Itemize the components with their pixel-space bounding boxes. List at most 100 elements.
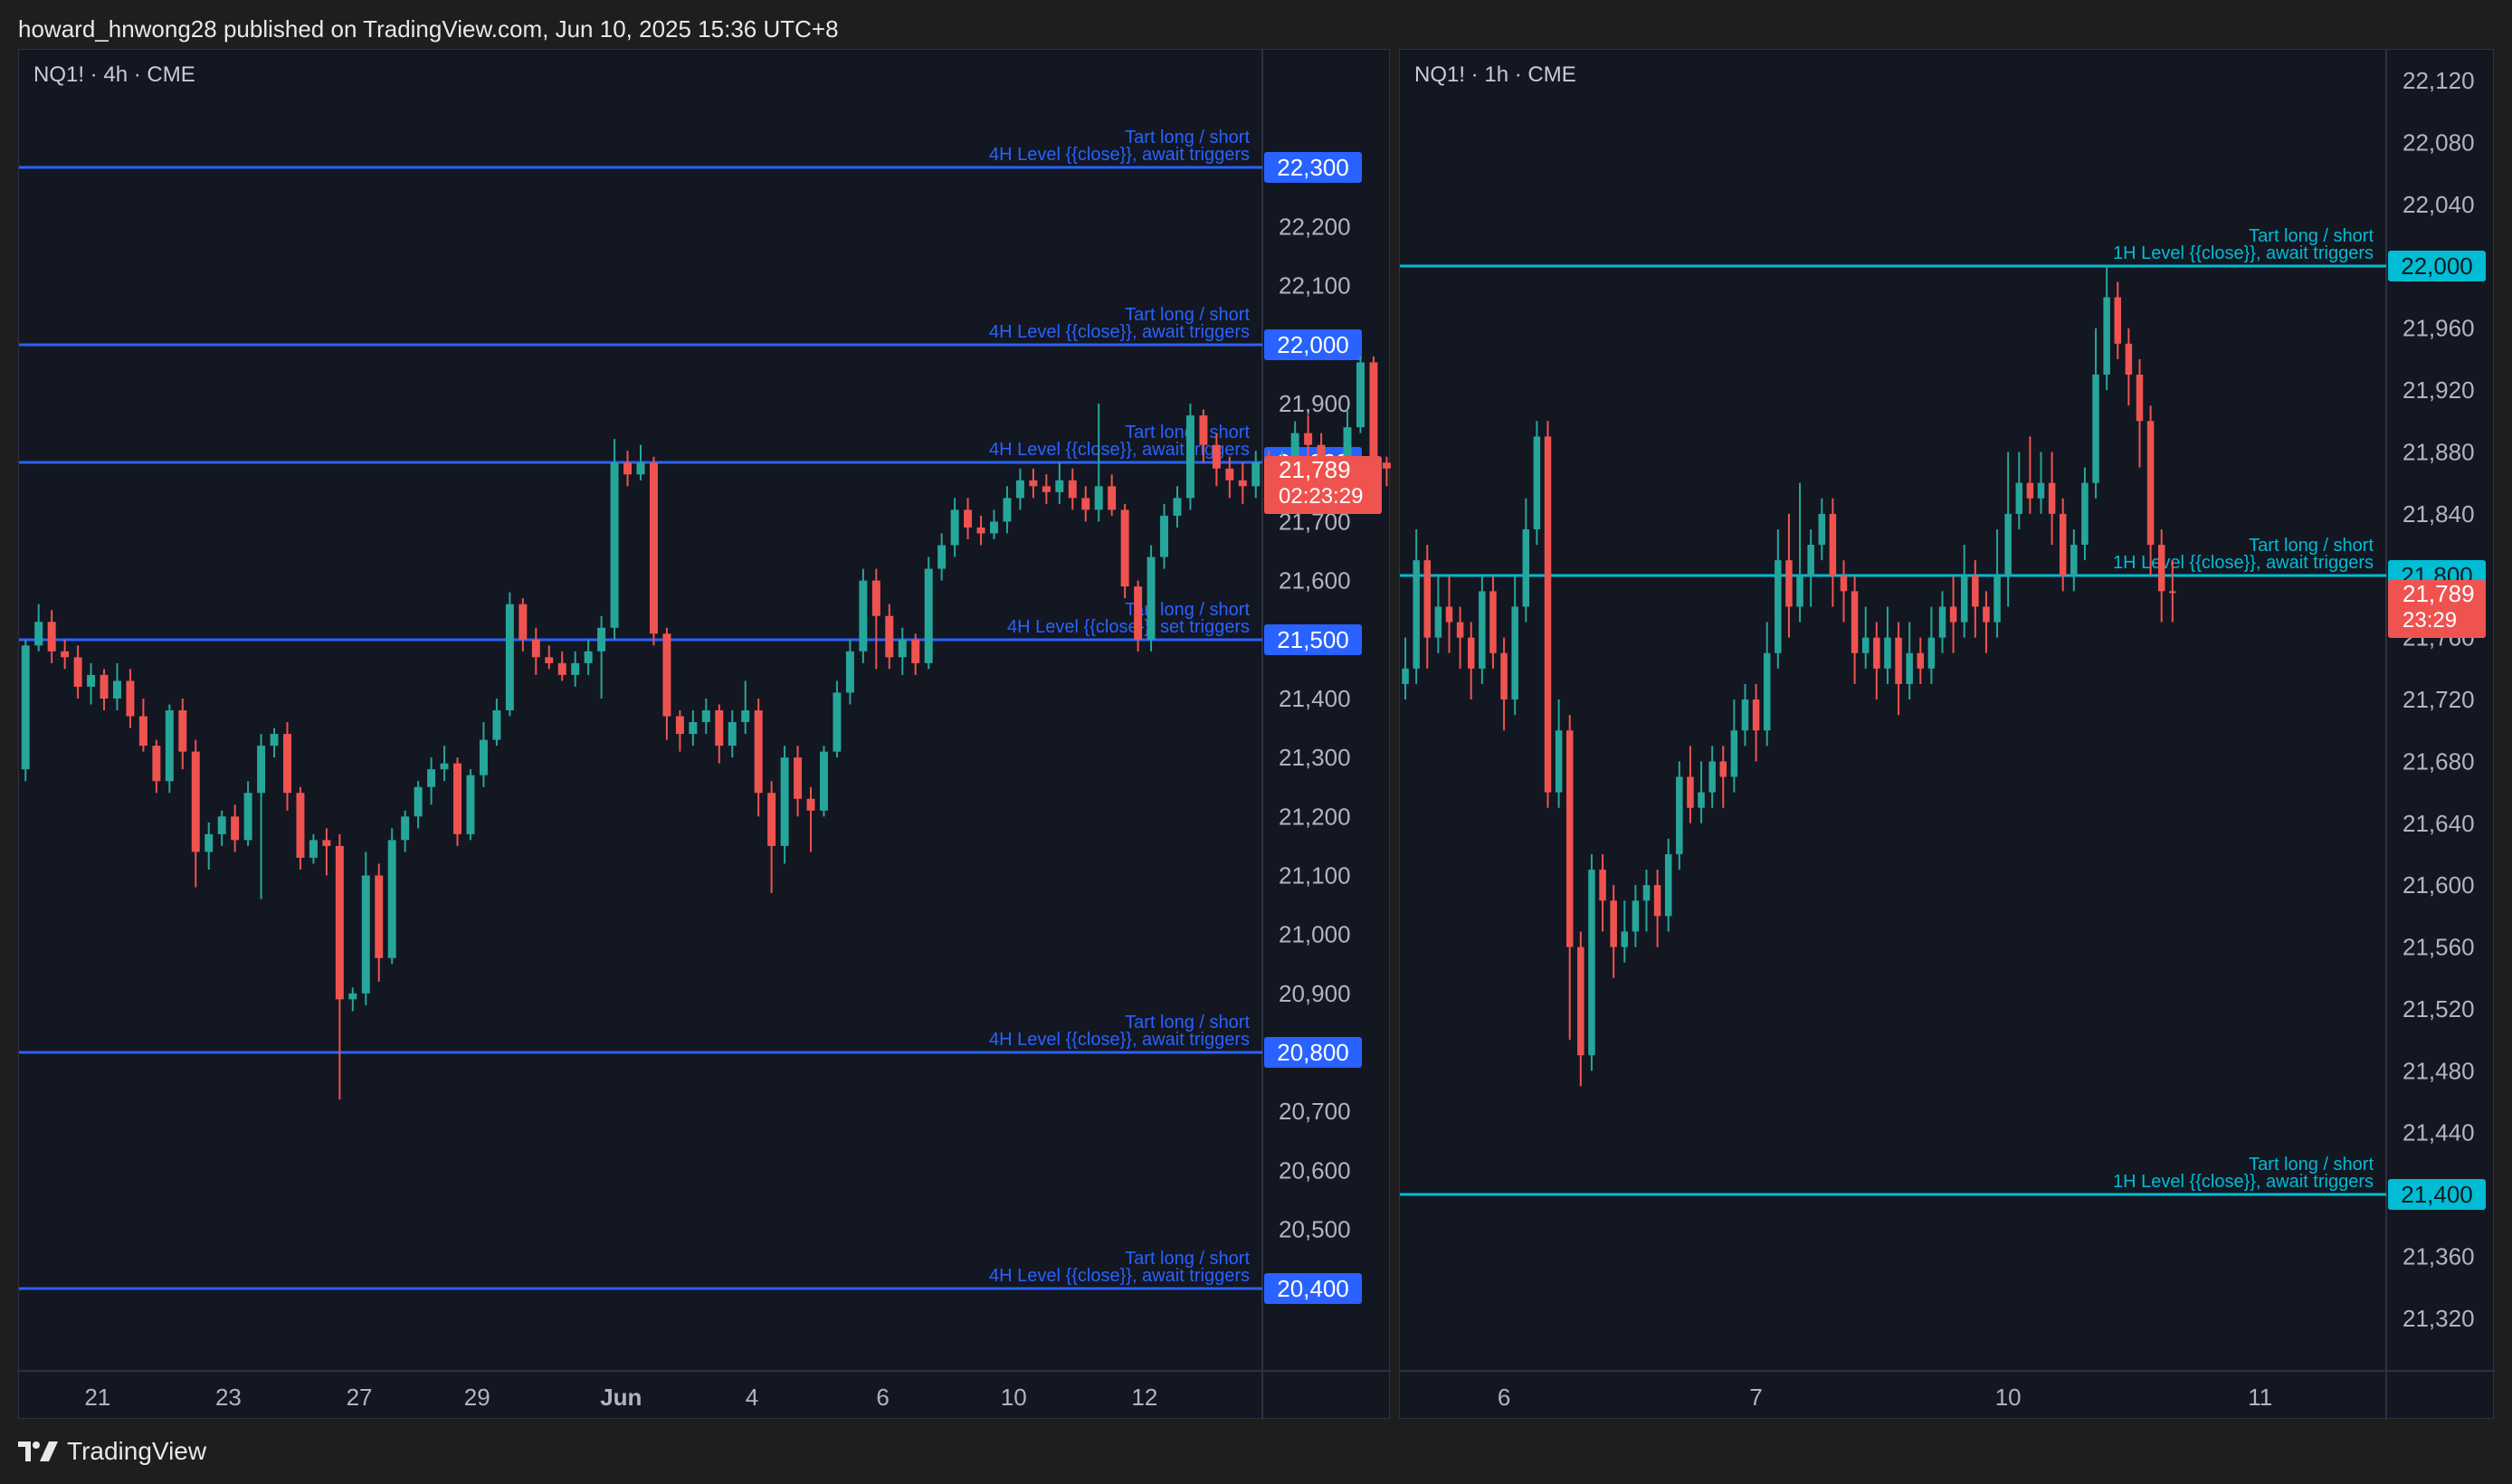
candle-body <box>322 840 331 846</box>
candle-body <box>1565 730 1574 947</box>
candle-body <box>414 786 423 817</box>
candle-body <box>1225 468 1234 480</box>
candle-body <box>833 692 842 752</box>
candle-body <box>2103 297 2110 376</box>
candle-body <box>1741 699 1749 731</box>
candle-body <box>1423 560 1432 638</box>
candlestick-chart-4h[interactable]: 22,20022,10021,90021,70021,60021,40021,3… <box>19 50 1391 1420</box>
candle-body <box>1664 853 1672 917</box>
level-note-detail: 1H Level {{close}}, await triggers <box>2113 553 2374 573</box>
candle-body <box>1003 498 1012 522</box>
footer: TradingView <box>18 1432 206 1471</box>
candle-body <box>466 775 475 834</box>
candle-body <box>1829 513 1837 576</box>
y-tick-label: 20,600 <box>1279 1156 1351 1184</box>
candle-body <box>2081 482 2089 546</box>
candle-body <box>845 651 854 693</box>
current-price-tag <box>1264 456 1382 514</box>
y-tick-label: 22,120 <box>2403 67 2475 94</box>
x-tick-label: 12 <box>1131 1384 1157 1411</box>
candle-body <box>1434 606 1442 638</box>
candle-body <box>1687 776 1694 808</box>
y-tick-label: 21,100 <box>1279 862 1351 889</box>
y-tick-label: 21,360 <box>2403 1242 2475 1270</box>
candle-body <box>1807 545 1814 576</box>
candle-body <box>2169 591 2176 594</box>
level-price-badge <box>2388 251 2486 281</box>
y-tick-label: 22,100 <box>1279 272 1351 300</box>
candle-body <box>597 627 606 652</box>
x-tick-label: Jun <box>600 1384 642 1411</box>
candle-body <box>1993 576 2001 623</box>
candlestick-chart-1h[interactable]: 22,120 22,080 22,040 21,960 21,920 21,880 21,8… <box>1400 50 2495 1420</box>
candle-body <box>126 680 135 717</box>
candle-body <box>257 746 266 794</box>
y-tick-label: 21,400 <box>1279 685 1351 712</box>
candle-body <box>636 462 645 475</box>
x-tick-label: 29 <box>464 1384 490 1411</box>
candle-body <box>1544 436 1552 793</box>
candle-body <box>1972 576 1979 607</box>
candle-body <box>361 875 370 994</box>
chart-panel-4h[interactable]: 22,200 22,100 21,900 21,700 21,600 21,400 21,3… <box>18 49 1391 1420</box>
y-tick-label: 21,900 <box>1279 390 1351 417</box>
candle-body <box>950 509 959 546</box>
chart-panel-1h[interactable]: 22,120 22,080 22,040 21,960 21,920 21,880 21,8… <box>1399 49 2495 1420</box>
candle-body <box>701 710 710 723</box>
candle-body <box>1251 462 1261 487</box>
candle-body <box>1796 576 1803 607</box>
candle-body <box>1343 427 1352 469</box>
candle-body <box>728 722 737 747</box>
candle-body <box>767 793 776 846</box>
candle-body <box>1369 362 1378 463</box>
candle-body <box>1698 792 1705 808</box>
candle-body <box>1511 606 1518 700</box>
candle-body <box>270 734 279 747</box>
level-note-detail: 4H Level {{close}}, await triggers <box>989 1266 1250 1286</box>
candle-body <box>2092 375 2099 483</box>
candle-body <box>453 763 461 834</box>
candle-body <box>1055 480 1064 492</box>
candle-body <box>1068 480 1077 499</box>
candle-body <box>871 580 880 616</box>
candle-body <box>165 710 174 782</box>
level-note-title: Tart long / short <box>1125 305 1250 325</box>
brand-name: TradingView <box>67 1437 207 1465</box>
y-tick-label: 21,640 <box>2403 810 2475 837</box>
candle-body <box>898 639 907 658</box>
candle-body <box>1775 560 1782 653</box>
level-note-detail: 1H Level {{close}}, await triggers <box>2113 243 2374 263</box>
candle-body <box>34 622 43 646</box>
candle-body <box>1861 637 1870 653</box>
x-tick-label: 4 <box>746 1384 758 1411</box>
candle-body <box>754 710 763 794</box>
candle-body <box>191 751 200 852</box>
candle-body <box>2059 513 2067 576</box>
bar-countdown-label: 23:29 <box>2403 608 2457 633</box>
level-price-badge <box>1264 329 1362 360</box>
candle-body <box>1895 637 1902 684</box>
candle-body <box>610 462 619 628</box>
candle-body <box>205 833 214 852</box>
candle-body <box>1199 415 1208 445</box>
candle-body <box>2048 482 2056 514</box>
candle-body <box>1752 699 1760 731</box>
candle-body <box>2026 482 2034 499</box>
candle-body <box>1120 509 1129 587</box>
level-price-badge <box>1264 624 1362 655</box>
candle-body <box>1818 513 1826 546</box>
candle-body <box>1456 622 1464 638</box>
candle-body <box>1730 730 1738 777</box>
x-tick-label: 27 <box>347 1384 373 1411</box>
candle-body <box>911 639 920 663</box>
level-price-badge <box>1264 1273 1362 1304</box>
candle-body <box>1884 637 1891 669</box>
candle-body <box>1577 947 1584 1056</box>
candle-body <box>2114 297 2122 344</box>
level-note-title: Tart long / short <box>1125 1013 1250 1032</box>
candle-body <box>1906 652 1913 684</box>
candle-body <box>87 674 96 687</box>
candle-body <box>990 521 998 534</box>
candle-body <box>584 651 593 663</box>
y-tick-label: 22,200 <box>1279 214 1351 241</box>
